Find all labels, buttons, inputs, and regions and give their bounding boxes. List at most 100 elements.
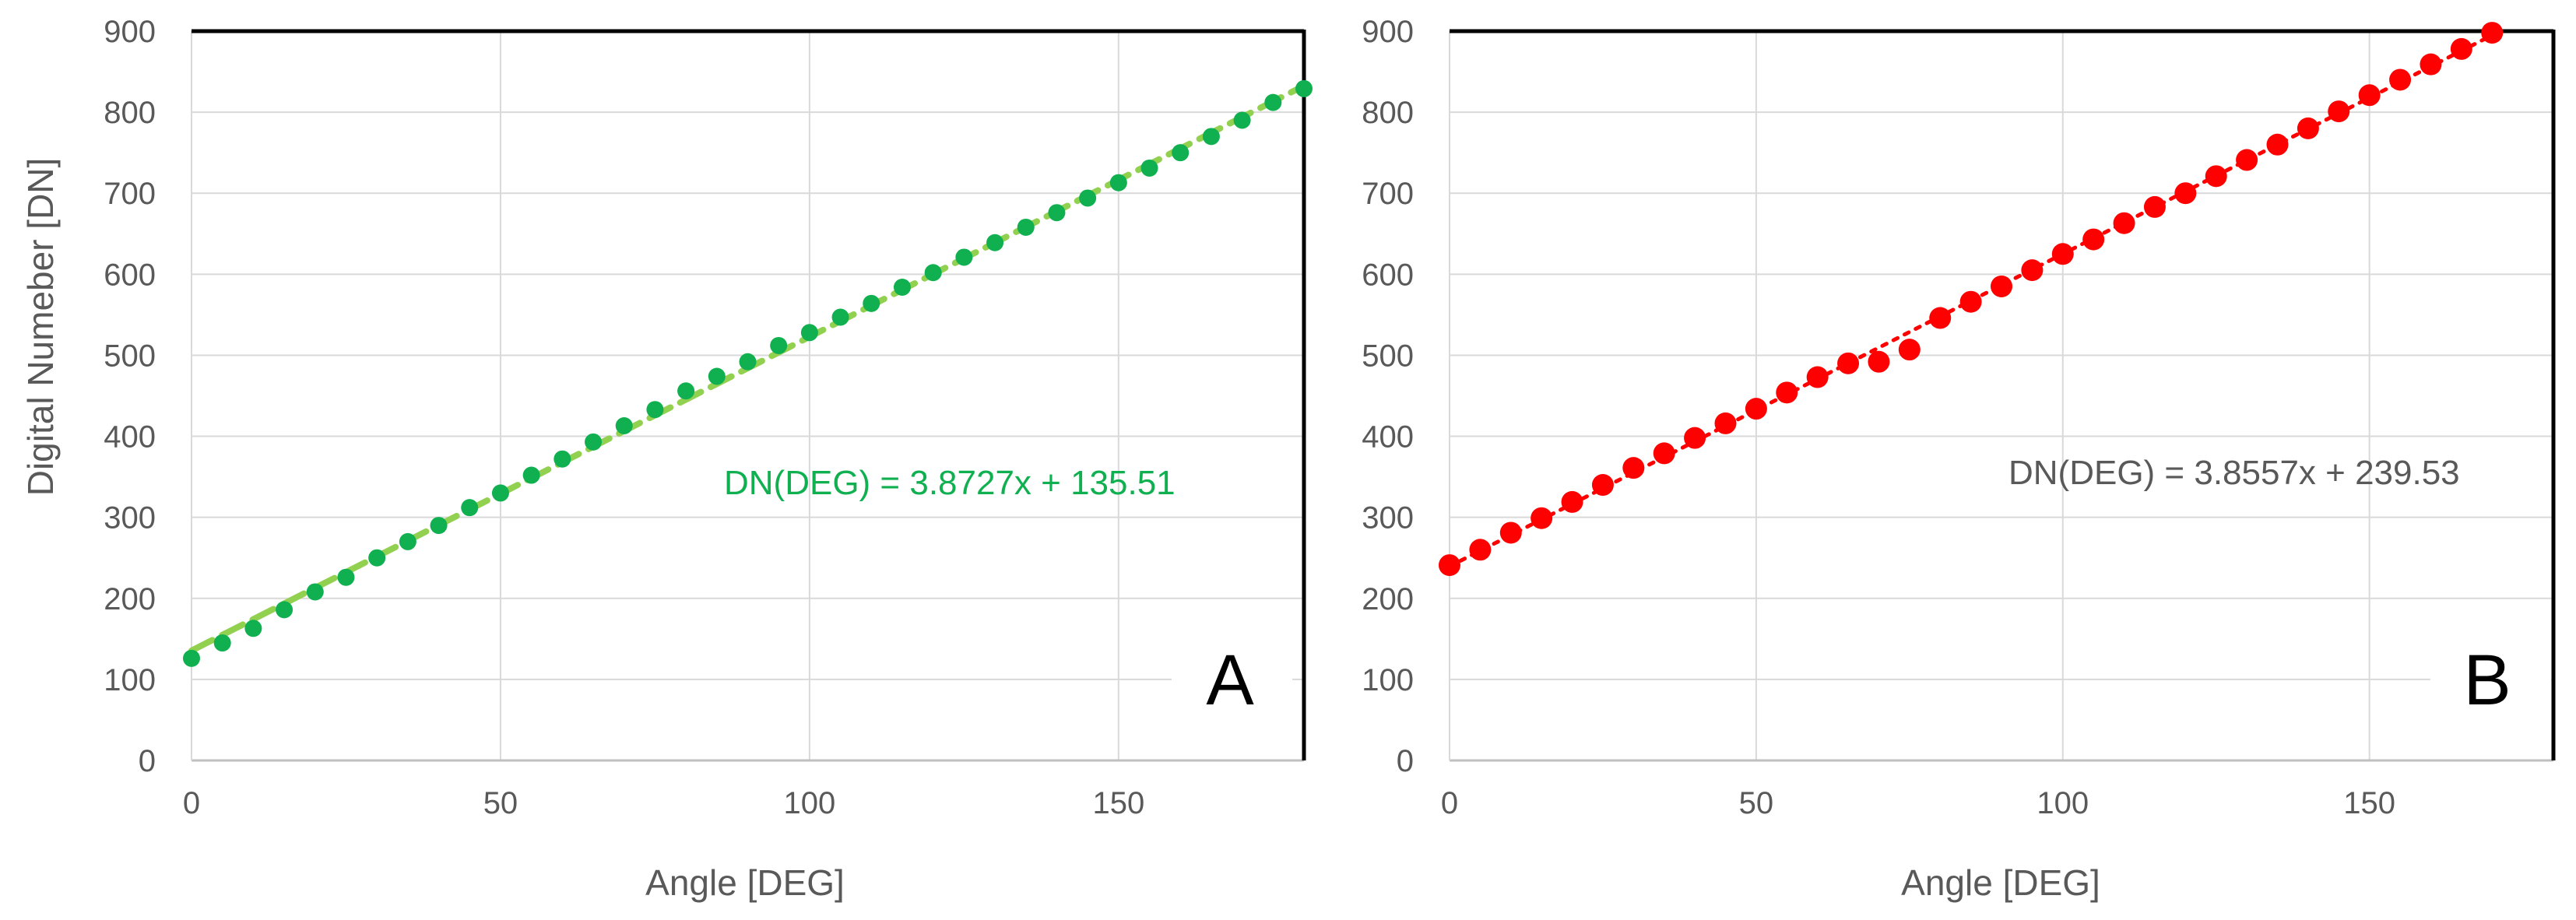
data-point <box>1233 111 1251 129</box>
data-point <box>1991 275 2012 297</box>
gridlines <box>192 30 1304 760</box>
data-point <box>2051 243 2074 265</box>
data-point <box>1295 79 1313 97</box>
trendline-equation: DN(DEG) = 3.8727x + 135.51 <box>724 464 1176 502</box>
data-point <box>554 450 571 468</box>
gridlines <box>1450 30 2553 760</box>
data-point <box>522 466 540 484</box>
x-tick-label: 50 <box>1739 786 1774 820</box>
data-point <box>1868 350 1890 373</box>
x-axis-title: Angle [DEG] <box>1901 862 2100 903</box>
data-point <box>1017 218 1035 236</box>
axes <box>191 29 1306 762</box>
data-point <box>615 417 633 435</box>
y-tick-label: 400 <box>1362 420 1414 455</box>
data-point <box>2082 228 2105 251</box>
data-point <box>1140 159 1158 177</box>
data-points <box>1439 22 2504 577</box>
x-tick-label: 0 <box>183 786 200 820</box>
y-tick-label: 100 <box>104 663 156 697</box>
y-tick-label: 500 <box>104 339 156 373</box>
y-tick-label: 900 <box>104 15 156 49</box>
data-point <box>893 278 911 296</box>
data-point <box>1929 307 1952 329</box>
data-point <box>1172 144 1190 162</box>
y-tick-label: 800 <box>1362 96 1414 130</box>
data-point <box>2358 84 2381 107</box>
data-point <box>739 353 757 370</box>
data-point <box>2205 165 2227 188</box>
data-point <box>863 294 880 312</box>
data-point <box>986 234 1004 251</box>
data-point <box>1561 490 1583 513</box>
panel-label: A <box>1206 641 1254 720</box>
x-tick-label: 100 <box>784 786 836 820</box>
y-tick-label: 100 <box>1362 663 1414 697</box>
panel-label-background <box>1172 638 1292 728</box>
data-point <box>2143 195 2166 218</box>
x-tick-label: 100 <box>2037 786 2089 820</box>
x-tick-label: 0 <box>1441 786 1458 820</box>
data-point <box>491 484 509 502</box>
data-point <box>1898 339 1921 361</box>
data-point <box>831 308 849 326</box>
y-tick-label: 600 <box>1362 258 1414 292</box>
chart-panel-b: 0 50 100 150 0 100 200 300 400 500 600 700 800 900 An… <box>1362 15 2556 903</box>
data-point <box>1776 381 1798 404</box>
data-point <box>1684 427 1706 449</box>
y-tick-label: 200 <box>1362 582 1414 616</box>
y-tick-label: 0 <box>139 744 156 778</box>
data-point <box>306 583 324 601</box>
data-point <box>677 382 695 400</box>
y-tick-label: 800 <box>104 96 156 130</box>
data-point <box>399 532 416 550</box>
y-tick-label: 600 <box>104 258 156 292</box>
data-point <box>924 264 942 282</box>
x-tick-label: 150 <box>1092 786 1144 820</box>
tick-labels: 0 50 100 150 0 100 200 300 400 500 600 700 800 900 <box>1362 15 2395 820</box>
y-tick-label: 300 <box>1362 501 1414 535</box>
y-tick-label: 500 <box>1362 339 1414 373</box>
panel-label: B <box>2463 641 2511 720</box>
data-point <box>244 620 262 637</box>
data-point <box>708 367 726 385</box>
axes <box>1449 29 2556 762</box>
tick-labels: 0 50 100 150 0 100 200 300 400 500 600 700 800 900 <box>104 15 1144 820</box>
data-point <box>1202 128 1220 146</box>
data-point <box>213 634 231 652</box>
x-tick-label: 50 <box>483 786 518 820</box>
data-point <box>337 568 355 586</box>
data-point <box>368 549 386 567</box>
data-point <box>585 433 603 451</box>
data-point <box>1653 442 1675 465</box>
data-point <box>1469 539 1492 561</box>
data-point <box>646 401 664 419</box>
chart-panel-a: 0 50 100 150 0 100 200 300 400 500 600 700 800 900 An… <box>20 15 1313 903</box>
panel-label-background <box>2430 638 2551 728</box>
data-point <box>2389 68 2412 91</box>
data-point <box>2266 133 2289 156</box>
data-point <box>1439 554 1460 577</box>
data-point <box>1109 174 1127 191</box>
data-point <box>770 336 788 354</box>
y-tick-label: 0 <box>1397 744 1414 778</box>
y-tick-label: 300 <box>104 501 156 535</box>
y-tick-label: 700 <box>104 177 156 211</box>
data-point <box>1837 352 1860 374</box>
data-point <box>2328 100 2350 123</box>
data-point <box>1264 93 1282 111</box>
data-point <box>1745 398 1767 420</box>
data-point <box>1959 290 1982 313</box>
data-point <box>2481 22 2504 44</box>
data-point <box>800 324 818 342</box>
data-points <box>183 79 1313 667</box>
y-tick-label: 200 <box>104 582 156 616</box>
x-axis-title: Angle [DEG] <box>645 862 845 903</box>
data-point <box>276 601 293 619</box>
data-point <box>430 517 448 535</box>
trendline-equation: DN(DEG) = 3.8557x + 239.53 <box>2008 454 2460 492</box>
data-point <box>2450 37 2472 60</box>
data-point <box>1591 474 1614 497</box>
data-point <box>461 499 479 517</box>
